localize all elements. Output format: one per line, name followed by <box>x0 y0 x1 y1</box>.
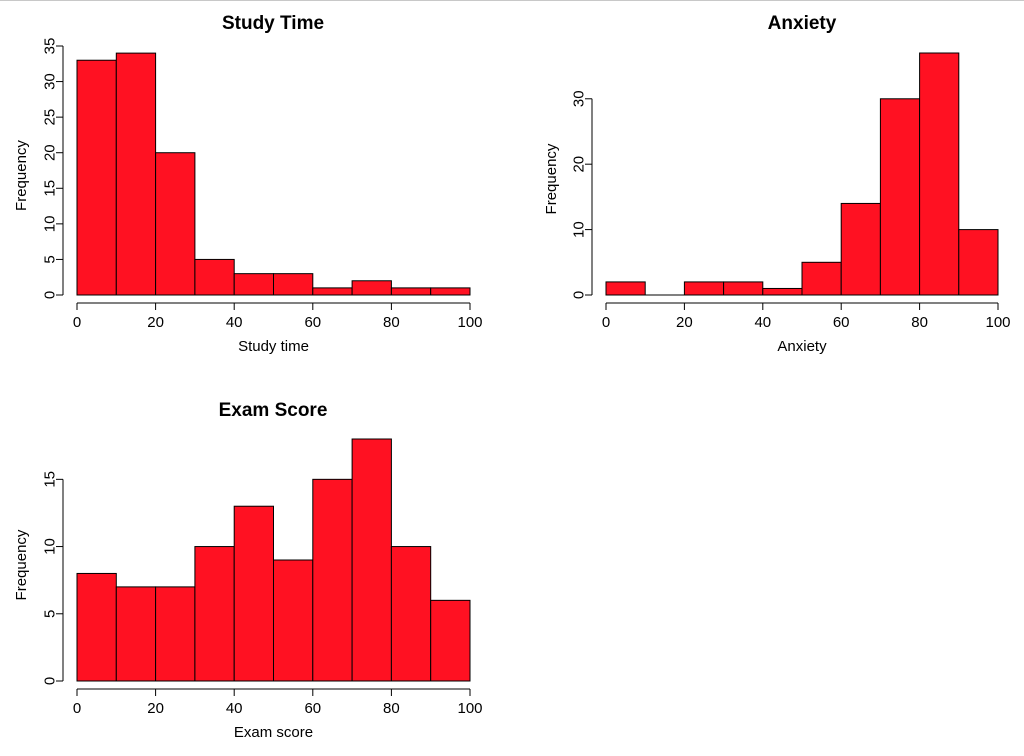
histogram-bar <box>233 505 274 682</box>
y-axis-label: Frequency <box>13 529 30 600</box>
histogram-bar <box>390 287 432 296</box>
histogram-bar <box>155 586 196 682</box>
x-tick-label: 80 <box>383 314 400 331</box>
histogram-bar <box>76 59 117 296</box>
y-tick-label: 10 <box>42 216 59 233</box>
y-tick-label: 15 <box>42 180 59 197</box>
y-tick-label: 35 <box>42 38 59 55</box>
y-axis-label: Frequency <box>13 140 30 211</box>
x-tick-label: 40 <box>226 314 243 331</box>
histogram-bar <box>430 599 471 682</box>
y-tick-label: 0 <box>42 677 59 685</box>
histogram-bar <box>430 287 471 296</box>
histogram-bar <box>351 280 392 296</box>
y-tick-label: 30 <box>571 90 588 107</box>
y-tick-label: 25 <box>42 109 59 126</box>
histogram-bar <box>115 52 157 296</box>
x-tick-label: 0 <box>73 314 81 331</box>
histogram-bar <box>919 52 960 296</box>
y-tick-label: 20 <box>571 156 588 173</box>
y-tick-label: 20 <box>42 144 59 161</box>
x-tick-label: 80 <box>383 700 400 717</box>
histogram-bar <box>194 546 235 682</box>
histogram-bar <box>233 273 274 296</box>
y-tick-label: 5 <box>42 255 59 263</box>
x-tick-label: 40 <box>754 314 771 331</box>
y-axis-label: Frequency <box>543 143 560 214</box>
histogram-bar <box>351 438 392 682</box>
x-tick-label: 0 <box>73 700 81 717</box>
y-tick-label: 0 <box>42 291 59 299</box>
y-tick-label: 15 <box>42 471 59 488</box>
x-tick-label: 80 <box>911 314 928 331</box>
x-tick-label: 20 <box>147 700 164 717</box>
x-axis-label: Anxiety <box>777 338 827 355</box>
histogram-bar <box>194 258 235 296</box>
x-tick-label: 60 <box>304 314 321 331</box>
histogram-bar <box>273 559 314 682</box>
histogram-bar <box>605 281 646 296</box>
y-tick-label: 30 <box>42 73 59 90</box>
histogram-bar <box>273 273 314 296</box>
histogram-bar <box>762 287 803 296</box>
x-tick-label: 20 <box>676 314 693 331</box>
chart-1: 0 20 40 60 80 100 0 10 20 30 Anxiety Anxiety Frequen… <box>543 13 1011 355</box>
x-tick-label: 0 <box>602 314 610 331</box>
x-tick-label: 100 <box>457 700 482 717</box>
histogram-bar <box>312 478 353 682</box>
chart-2: 0 20 40 60 80 100 0 5 10 15 Exam Score Exam score Fr… <box>13 400 483 741</box>
y-tick-label: 10 <box>571 221 588 238</box>
x-tick-label: 100 <box>457 314 482 331</box>
top-border <box>0 0 1024 1</box>
chart-title: Anxiety <box>768 13 837 34</box>
chart-title: Exam Score <box>219 400 328 421</box>
x-axis-label: Exam score <box>234 724 313 741</box>
histogram-bar <box>312 287 353 296</box>
x-tick-label: 40 <box>226 700 243 717</box>
histogram-bar <box>155 152 196 296</box>
x-tick-label: 100 <box>985 314 1010 331</box>
y-tick-label: 0 <box>571 291 588 299</box>
chart-title: Study Time <box>222 13 324 34</box>
chart-0: 0 20 40 60 80 100 0 5 10 15 20 25 30 35 Study Time Stud… <box>13 13 483 355</box>
x-axis-label: Study time <box>238 338 309 355</box>
x-tick-label: 60 <box>304 700 321 717</box>
y-tick-label: 5 <box>42 610 59 618</box>
histogram-bar <box>115 586 157 682</box>
histogram-bar <box>390 546 432 682</box>
histogram-bar <box>683 281 725 296</box>
histogram-bar <box>723 281 764 296</box>
x-tick-label: 20 <box>147 314 164 331</box>
histogram-bar <box>958 229 999 296</box>
histogram-bar <box>76 572 117 682</box>
histogram-bar <box>840 202 881 296</box>
histogram-bar <box>879 98 921 296</box>
x-tick-label: 60 <box>833 314 850 331</box>
histogram-bar <box>801 261 842 296</box>
y-tick-label: 10 <box>42 538 59 555</box>
